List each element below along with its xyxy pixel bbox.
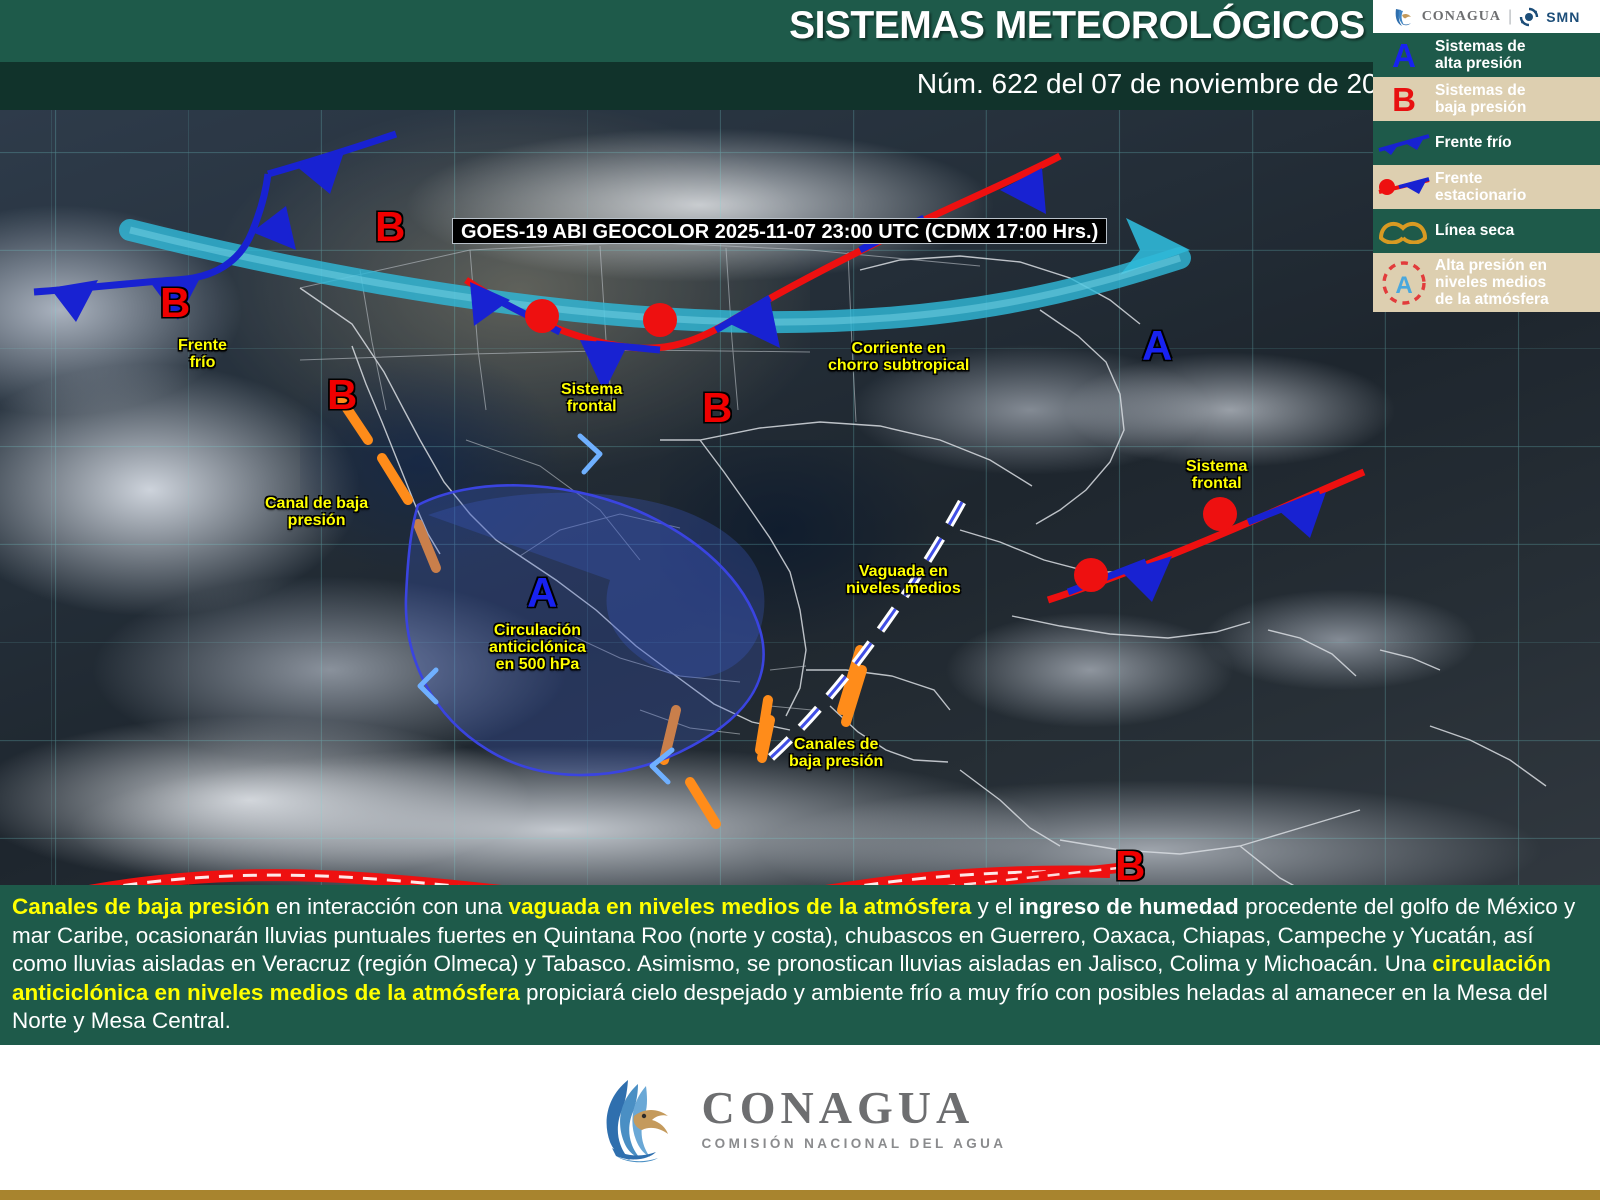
mid-level-high-icon: A xyxy=(1373,258,1435,308)
map-label-canales-baja-presion: Canales de baja presión xyxy=(789,736,884,770)
legend-label-mid-level-high: Alta presión en niveles medios de la atm… xyxy=(1435,257,1549,309)
legend-label-stationary-front: Frente estacionario xyxy=(1435,169,1527,204)
discussion-segment-2: vaguada en niveles medios de la atmósfer… xyxy=(508,894,972,919)
legend-label-cold-front: Frente frío xyxy=(1435,134,1512,152)
pressure-symbol-b-noroeste-pacifico: B xyxy=(160,279,191,326)
discussion-segment-6: circulación anticiclónica en niveles med… xyxy=(12,951,1552,1005)
cold-front-north xyxy=(267,130,398,194)
frontal-system-atlantic xyxy=(1046,468,1366,604)
discussion-segment-0: Canales de baja presión xyxy=(12,894,270,919)
legend-item-high-pressure: A Sistemas de alta presión xyxy=(1373,33,1600,77)
discussion-segment-5: procedente del golfo de México y mar Car… xyxy=(12,894,1576,977)
map-label-sistema-frontal-norte: Sistema frontal xyxy=(561,381,623,415)
footer-conagua-name: CONAGUA xyxy=(701,1081,975,1133)
map-label-vaguada-niveles-medios: Vaguada en niveles medios xyxy=(846,563,961,597)
legend-item-mid-level-high: A Alta presión en niveles medios de la a… xyxy=(1373,253,1600,313)
map-label-sistema-frontal-atlantico: Sistema frontal xyxy=(1186,458,1248,492)
forecast-discussion: Canales de baja presión en interacción c… xyxy=(0,885,1600,1045)
legend-divider: | xyxy=(1508,7,1513,25)
discussion-segment-7: propiciará cielo despejado y ambiente fr… xyxy=(12,979,1548,1034)
discussion-segment-3: y el xyxy=(971,894,1019,919)
legend-item-dry-line: Línea seca xyxy=(1373,209,1600,253)
dry-line-baja xyxy=(335,393,441,573)
legend-item-low-pressure: B Sistemas de baja presión xyxy=(1373,77,1600,121)
pressure-symbol-a-atlantico: A xyxy=(1142,322,1173,369)
synoptic-overlay xyxy=(33,130,1547,885)
pressure-symbol-b-baja-california: B xyxy=(327,371,358,418)
anticyclonic-circulation-500hpa xyxy=(404,433,765,785)
header-bar xyxy=(0,0,1600,62)
discussion-segment-1: en interacción con una xyxy=(269,894,509,919)
itcz-line xyxy=(88,865,1111,885)
discussion-segment-4: ingreso de humedad xyxy=(1018,894,1239,919)
svg-text:A: A xyxy=(1395,272,1412,299)
bottom-accent-bar xyxy=(0,1190,1600,1200)
legend-label-high-pressure: Sistemas de alta presión xyxy=(1435,37,1526,72)
legend-item-stationary-front: Frente estacionario xyxy=(1373,165,1600,209)
legend-label-dry-line: Línea seca xyxy=(1435,222,1515,240)
pressure-symbol-a-mexico-500hpa: A xyxy=(527,569,558,616)
legend-item-cold-front: Frente frío xyxy=(1373,121,1600,165)
cold-front-pacific xyxy=(33,173,296,322)
legend-smn-text: SMN xyxy=(1546,8,1581,25)
pressure-symbol-b-golfo-norte: B xyxy=(702,384,733,431)
high-pressure-a-icon: A xyxy=(1392,36,1416,74)
map-label-canal-baja-presion: Canal de baja presión xyxy=(265,495,369,529)
footer: CONAGUA COMISIÓN NACIONAL DEL AGUA xyxy=(0,1045,1600,1190)
pressure-symbol-b-caribe-sur: B xyxy=(1115,842,1146,886)
low-pressure-b-icon: B xyxy=(1392,80,1416,118)
conagua-footer-logo: CONAGUA COMISIÓN NACIONAL DEL AGUA xyxy=(594,1072,1007,1164)
mid-level-trough xyxy=(762,499,966,766)
satellite-product-banner: GOES-19 ABI GEOCOLOR 2025-11-07 23:00 UT… xyxy=(452,218,1108,244)
legend-logo-strip: CONAGUA | SMN xyxy=(1373,0,1600,33)
stationary-front-icon xyxy=(1373,174,1435,200)
subheader-bar xyxy=(0,62,1600,110)
map-label-corriente-chorro: Corriente en chorro subtropical xyxy=(828,340,970,374)
cold-front-icon xyxy=(1373,130,1435,156)
satellite-weather-map: GOES-19 ABI GEOCOLOR 2025-11-07 23:00 UT… xyxy=(0,110,1600,885)
frontal-system-north xyxy=(464,152,1062,392)
smn-spiral-icon xyxy=(1519,7,1539,26)
legend-label-low-pressure: Sistemas de baja presión xyxy=(1435,81,1527,116)
legend-conagua-text: CONAGUA xyxy=(1421,8,1502,24)
map-label-circulacion-anticiclonica: Circulación anticiclónica en 500 hPa xyxy=(489,622,586,673)
map-label-frente-frio: Frente frío xyxy=(178,337,227,371)
footer-conagua-sub: COMISIÓN NACIONAL DEL AGUA xyxy=(701,1135,1007,1151)
pressure-symbol-b-norte-eua: B xyxy=(375,203,406,250)
low-pressure-troughs xyxy=(659,645,867,829)
gulf-tint xyxy=(660,440,1080,760)
legend-panel: CONAGUA | SMN A Sistemas de alta presión… xyxy=(1373,0,1600,313)
dry-line-icon xyxy=(1373,218,1435,244)
conagua-eagle-wave-icon xyxy=(606,1079,668,1162)
conagua-eagle-icon xyxy=(1395,8,1411,26)
